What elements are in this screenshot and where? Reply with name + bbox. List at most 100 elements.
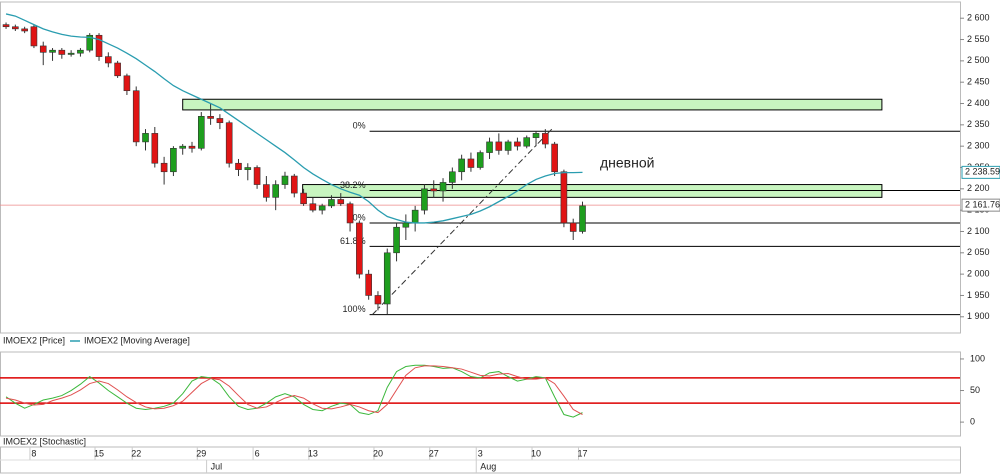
month-label: Aug bbox=[480, 461, 496, 471]
candle-body bbox=[328, 199, 335, 207]
candle-body bbox=[449, 171, 456, 183]
candle-body bbox=[95, 34, 103, 57]
legend-stoch: IMOEX2 [Stochastic] bbox=[3, 436, 86, 446]
candle-body bbox=[244, 167, 252, 170]
candle-body bbox=[439, 182, 447, 192]
fib-label: 61.8% bbox=[340, 236, 366, 246]
last-price-box bbox=[961, 198, 1000, 212]
candle-body bbox=[21, 28, 28, 32]
y-tick-label: 2 450 bbox=[967, 77, 990, 87]
candle-body bbox=[569, 222, 577, 232]
x-tick-label: 10 bbox=[531, 448, 541, 458]
candle-body bbox=[58, 49, 66, 55]
candle-body bbox=[542, 133, 549, 145]
candle-body bbox=[560, 171, 568, 224]
candle-body bbox=[290, 175, 298, 194]
candle-body bbox=[151, 133, 159, 164]
y-tick-label: 2 300 bbox=[967, 141, 990, 151]
y-tick-label: 2 550 bbox=[967, 34, 990, 44]
candle-body bbox=[337, 199, 345, 205]
month-label: Jul bbox=[211, 461, 223, 471]
y-tick-label: 2 050 bbox=[967, 247, 990, 257]
candle-body bbox=[300, 192, 307, 205]
candle-body bbox=[383, 252, 391, 305]
candle-body bbox=[197, 116, 205, 149]
fib-label: 100% bbox=[343, 304, 366, 314]
candle-body bbox=[486, 141, 493, 153]
stoch-line bbox=[5, 364, 583, 418]
candle-body bbox=[523, 137, 531, 147]
candle-body bbox=[235, 162, 242, 170]
legend-price: IMOEX2 [Price] bbox=[3, 335, 65, 345]
candle-body bbox=[318, 205, 326, 211]
candle-body bbox=[402, 222, 410, 228]
y-tick-label: 1 900 bbox=[967, 311, 990, 321]
candle-body bbox=[467, 158, 475, 168]
candle-body bbox=[346, 203, 354, 224]
legend-ma: IMOEX2 [Moving Average] bbox=[84, 335, 190, 345]
candle-body bbox=[281, 175, 289, 185]
ma-box bbox=[961, 165, 1000, 179]
candle-body bbox=[272, 184, 279, 198]
fib-label: 50% bbox=[348, 212, 366, 222]
y-tick-label: 2 200 bbox=[967, 183, 990, 193]
candle-body bbox=[309, 203, 317, 211]
y-tick-label: 0 bbox=[970, 416, 975, 426]
x-tick-label: 13 bbox=[308, 448, 318, 458]
y-tick-label: 50 bbox=[970, 385, 980, 395]
candle-body bbox=[160, 162, 168, 173]
x-tick-label: 8 bbox=[31, 448, 36, 458]
x-tick-label: 20 bbox=[373, 448, 383, 458]
candle-body bbox=[86, 34, 94, 51]
candle-body bbox=[495, 141, 503, 151]
stoch-line bbox=[5, 365, 583, 415]
candle-body bbox=[514, 141, 521, 147]
y-tick-label: 100 bbox=[970, 353, 985, 363]
candle-body bbox=[253, 167, 261, 185]
moving-average bbox=[5, 13, 583, 224]
candle-body bbox=[430, 188, 438, 192]
candle-body bbox=[504, 141, 512, 151]
last-price-label: 2 161.76 bbox=[965, 200, 1000, 210]
candle-body bbox=[39, 45, 47, 53]
candle-body bbox=[365, 273, 372, 296]
candle-body bbox=[411, 209, 419, 224]
candle-body bbox=[263, 184, 270, 198]
y-tick-label: 2 350 bbox=[967, 119, 990, 129]
x-tick-label: 22 bbox=[131, 448, 141, 458]
candle-body bbox=[207, 116, 214, 119]
x-tick-label: 27 bbox=[429, 448, 439, 458]
candle-body bbox=[142, 133, 149, 143]
candle-body bbox=[30, 26, 38, 47]
y-tick-label: 2 100 bbox=[967, 226, 990, 236]
y-tick-label: 1 950 bbox=[967, 290, 990, 300]
zone bbox=[182, 98, 883, 111]
x-tick-label: 29 bbox=[196, 448, 206, 458]
candle-body bbox=[579, 205, 586, 232]
y-tick-label: 2 600 bbox=[967, 13, 990, 23]
trend-line bbox=[372, 128, 553, 316]
candle-body bbox=[458, 158, 465, 173]
annotation: дневной bbox=[600, 155, 654, 171]
y-tick-label: 2 500 bbox=[967, 55, 990, 65]
candle-body bbox=[356, 222, 363, 275]
x-tick-label: 6 bbox=[255, 448, 260, 458]
candle-body bbox=[532, 133, 540, 138]
candle-body bbox=[114, 62, 121, 77]
candle-body bbox=[49, 49, 56, 53]
fib-label: 0% bbox=[353, 121, 366, 131]
candle-body bbox=[2, 24, 10, 28]
x-tick-label: 15 bbox=[94, 448, 104, 458]
candle-body bbox=[225, 122, 233, 164]
candle-body bbox=[421, 188, 428, 211]
ma-label: 2 238.59 bbox=[965, 167, 1000, 177]
candle-body bbox=[551, 143, 558, 173]
candle-body bbox=[393, 226, 400, 254]
y-tick-label: 2 000 bbox=[967, 269, 990, 279]
stoch-panel bbox=[0, 351, 961, 437]
fib-label: 38.2% bbox=[340, 180, 366, 190]
candle-body bbox=[105, 56, 112, 64]
candle-body bbox=[476, 152, 484, 168]
